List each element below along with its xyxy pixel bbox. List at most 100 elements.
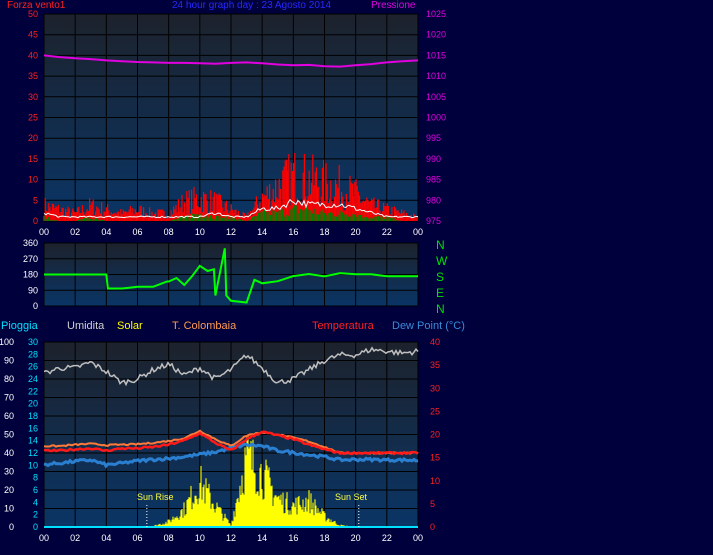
rain-tick-label: 22 <box>28 386 38 396</box>
pressure-tick-label: 985 <box>426 175 441 185</box>
rain-tick-label: 24 <box>28 374 38 384</box>
climate-x-tick-label: 18 <box>319 533 329 543</box>
direction-tick-label: 360 <box>23 238 38 248</box>
wind-x-tick-label: 00 <box>413 227 423 237</box>
temperature-legend: Temperatura <box>312 320 374 332</box>
rain-tick-label: 20 <box>28 399 38 409</box>
chart-title: 24 hour graph day : 23 Agosto 2014 <box>172 0 332 11</box>
direction-label-s: S <box>436 270 445 284</box>
rain-tick-label: 2 <box>33 510 38 520</box>
dewpoint-legend: Dew Point (°C) <box>392 320 465 332</box>
humidity-tick-label: 100 <box>0 337 14 347</box>
rain-tick-label: 0 <box>33 522 38 532</box>
pressure-tick-label: 980 <box>426 195 441 205</box>
direction-tick-label: 0 <box>33 301 38 311</box>
wind-x-tick-label: 02 <box>70 227 80 237</box>
wind-tick-label: 15 <box>28 154 38 164</box>
wind-x-tick-label: 22 <box>382 227 392 237</box>
wind-tick-label: 30 <box>28 92 38 102</box>
climate-x-tick-label: 16 <box>288 533 298 543</box>
tcolombaia-legend: T. Colombaia <box>172 320 237 332</box>
wind-tick-label: 40 <box>28 50 38 60</box>
climate-x-tick-label: 06 <box>132 533 142 543</box>
rain-tick-label: 14 <box>28 436 38 446</box>
wind-x-tick-label: 06 <box>132 227 142 237</box>
rain-tick-label: 10 <box>28 460 38 470</box>
dewpoint-series-line <box>43 442 419 469</box>
temperature-series-line <box>43 430 419 456</box>
temperature-tick-label: 35 <box>430 360 440 370</box>
pressure-tick-label: 975 <box>426 216 441 226</box>
wind-x-tick-label: 14 <box>257 227 267 237</box>
rain-tick-label: 4 <box>33 497 38 507</box>
temperature-tick-label: 40 <box>430 337 440 347</box>
wind-x-tick-label: 00 <box>39 227 49 237</box>
pressure-tick-label: 995 <box>426 133 441 143</box>
rain-tick-label: 28 <box>28 349 38 359</box>
humidity-tick-label: 80 <box>4 374 14 384</box>
pressure-tick-label: 1005 <box>426 92 446 102</box>
climate-x-tick-label: 00 <box>413 533 423 543</box>
rain-tick-label: 18 <box>28 411 38 421</box>
temperature-tick-label: 15 <box>430 453 440 463</box>
humidity-tick-label: 10 <box>4 504 14 514</box>
climate-x-tick-label: 12 <box>226 533 236 543</box>
wind-x-tick-label: 10 <box>195 227 205 237</box>
pressure-tick-label: 1025 <box>426 9 446 19</box>
temperature-tick-label: 20 <box>430 430 440 440</box>
wind-x-tick-label: 04 <box>101 227 111 237</box>
humidity-tick-label: 40 <box>4 448 14 458</box>
wind-tick-label: 25 <box>28 113 38 123</box>
pressure-series-line <box>43 54 419 68</box>
rain-axis-title: Pioggia <box>1 320 38 332</box>
wind-axis-title: Forza vento1 <box>7 0 66 11</box>
humidity-series-line <box>43 346 419 387</box>
sunrise-annotation: Sun Rise <box>137 492 174 502</box>
direction-label-e: E <box>436 286 445 300</box>
pressure-axis-title: Pressione <box>371 0 416 11</box>
humidity-tick-label: 20 <box>4 485 14 495</box>
wind-tick-label: 5 <box>33 195 38 205</box>
wind-tick-label: 20 <box>28 133 38 143</box>
wind-tick-label: 50 <box>28 9 38 19</box>
pressure-tick-label: 1020 <box>426 30 446 40</box>
wind-tick-label: 45 <box>28 30 38 40</box>
rain-tick-label: 8 <box>33 473 38 483</box>
sunset-annotation: Sun Set <box>335 492 368 502</box>
pressure-tick-label: 990 <box>426 154 441 164</box>
pressure-tick-label: 1010 <box>426 71 446 81</box>
humidity-tick-label: 30 <box>4 467 14 477</box>
wind-tick-label: 35 <box>28 71 38 81</box>
wind-x-tick-label: 08 <box>164 227 174 237</box>
climate-x-tick-label: 02 <box>70 533 80 543</box>
wind-x-tick-label: 16 <box>288 227 298 237</box>
humidity-tick-label: 0 <box>9 522 14 532</box>
humidity-legend: Umidita <box>67 320 105 332</box>
wind-x-tick-label: 20 <box>351 227 361 237</box>
climate-x-tick-label: 00 <box>39 533 49 543</box>
wind-x-tick-label: 18 <box>319 227 329 237</box>
rain-tick-label: 6 <box>33 485 38 495</box>
direction-tick-label: 270 <box>23 254 38 264</box>
temperature-tick-label: 10 <box>430 476 440 486</box>
climate-x-tick-label: 10 <box>195 533 205 543</box>
series-layer <box>43 54 419 528</box>
tick-labels: 0510152025303540455097598098599099510001… <box>0 9 446 543</box>
temperature-tick-label: 5 <box>430 499 435 509</box>
pressure-tick-label: 1000 <box>426 113 446 123</box>
wind-tick-label: 0 <box>33 216 38 226</box>
climate-x-tick-label: 04 <box>101 533 111 543</box>
direction-label-n: N <box>436 238 445 252</box>
direction-tick-label: 90 <box>28 285 38 295</box>
temperature-tick-label: 25 <box>430 406 440 416</box>
pressure-tick-label: 1015 <box>426 50 446 60</box>
humidity-tick-label: 70 <box>4 393 14 403</box>
climate-x-tick-label: 14 <box>257 533 267 543</box>
climate-x-tick-label: 22 <box>382 533 392 543</box>
rain-tick-label: 12 <box>28 448 38 458</box>
wind-tick-label: 10 <box>28 175 38 185</box>
wind-direction-series-line <box>44 248 418 304</box>
climate-x-tick-label: 08 <box>164 533 174 543</box>
wind-speed-line <box>43 198 419 219</box>
